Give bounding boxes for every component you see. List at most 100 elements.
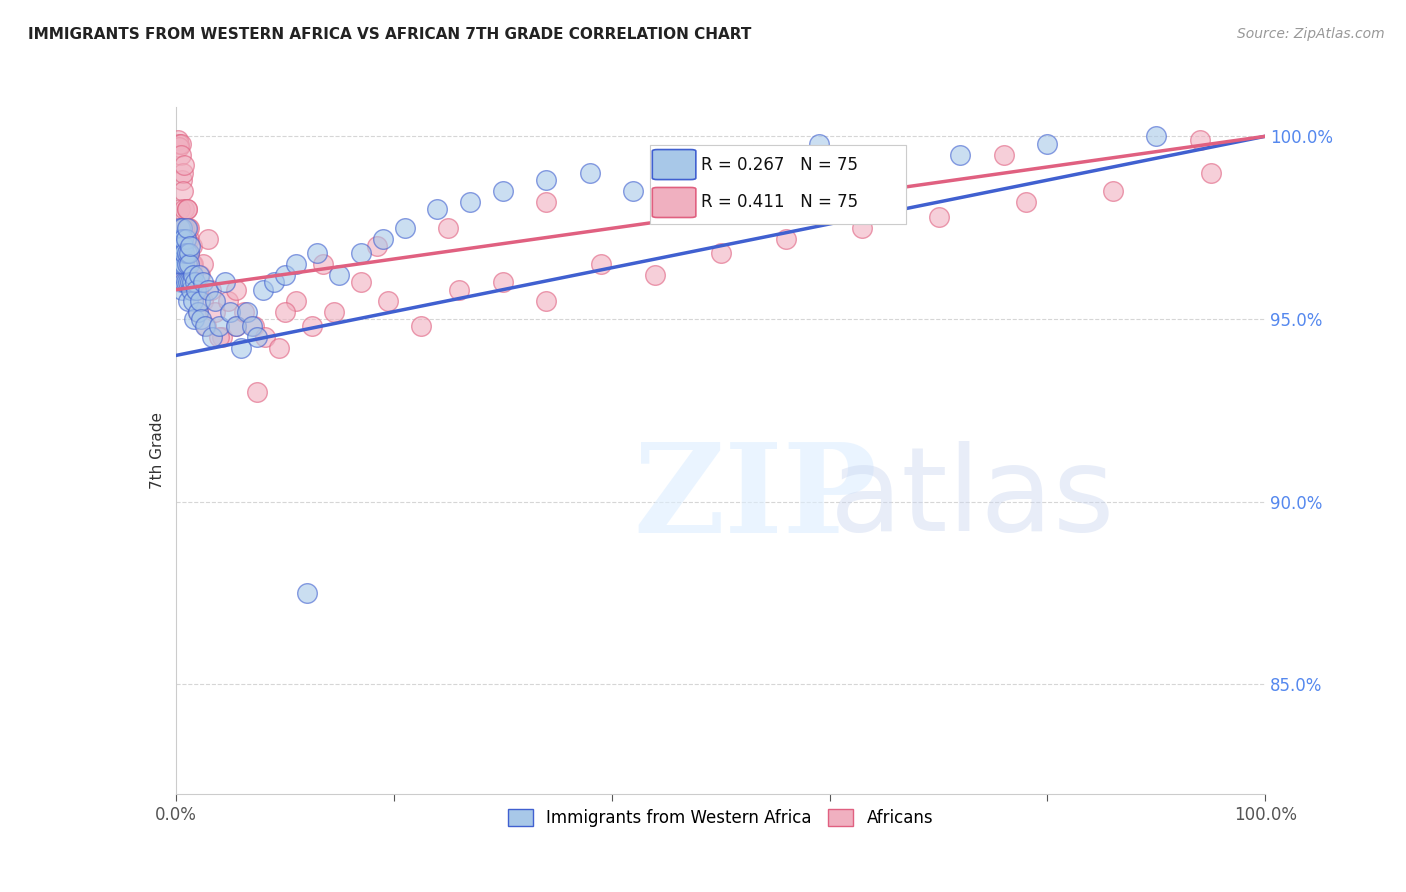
- Text: R = 0.411   N = 75: R = 0.411 N = 75: [702, 194, 858, 211]
- Point: [534, 293, 557, 308]
- Point: [176, 257, 198, 271]
- Point: [172, 246, 194, 260]
- Point: [167, 136, 190, 151]
- Point: [366, 239, 388, 253]
- Point: [186, 304, 209, 318]
- Point: [186, 304, 209, 318]
- Point: [180, 268, 202, 282]
- Point: [231, 341, 253, 355]
- Point: [295, 586, 318, 600]
- Point: [169, 239, 191, 253]
- Point: [170, 231, 193, 245]
- Point: [254, 330, 277, 344]
- Point: [172, 220, 194, 235]
- Point: [240, 319, 263, 334]
- Point: [181, 239, 204, 253]
- Point: [177, 293, 200, 308]
- Point: [194, 319, 217, 334]
- Point: [263, 276, 285, 290]
- Point: [184, 276, 207, 290]
- Point: [170, 276, 193, 290]
- Point: [328, 268, 350, 282]
- Point: [179, 276, 201, 290]
- Point: [176, 231, 198, 245]
- Point: [191, 276, 214, 290]
- Point: [173, 202, 195, 217]
- Text: ZIP: ZIP: [633, 438, 877, 559]
- Point: [492, 184, 515, 198]
- Point: [301, 319, 323, 334]
- Point: [184, 283, 207, 297]
- Point: [204, 293, 226, 308]
- Point: [179, 239, 201, 253]
- Point: [214, 276, 236, 290]
- Point: [426, 202, 449, 217]
- Point: [172, 283, 194, 297]
- Point: [190, 312, 212, 326]
- Point: [208, 319, 231, 334]
- Point: [243, 319, 266, 334]
- Point: [181, 276, 204, 290]
- Point: [167, 140, 190, 154]
- Point: [1015, 194, 1038, 209]
- Point: [225, 283, 247, 297]
- Point: [181, 293, 204, 308]
- Point: [195, 319, 218, 334]
- Point: [173, 276, 195, 290]
- Point: [284, 293, 307, 308]
- Point: [172, 276, 194, 290]
- Point: [173, 159, 195, 173]
- Point: [534, 194, 557, 209]
- Point: [172, 239, 194, 253]
- Point: [1189, 133, 1212, 147]
- Point: [394, 220, 416, 235]
- Point: [172, 257, 194, 271]
- Point: [274, 268, 297, 282]
- Point: [179, 257, 201, 271]
- Point: [170, 147, 193, 161]
- Point: [621, 184, 644, 198]
- Point: [188, 268, 211, 282]
- Text: Source: ZipAtlas.com: Source: ZipAtlas.com: [1237, 27, 1385, 41]
- Point: [169, 202, 191, 217]
- Point: [187, 268, 209, 282]
- Point: [928, 210, 950, 224]
- Point: [437, 220, 460, 235]
- Point: [174, 276, 197, 290]
- Point: [589, 257, 612, 271]
- Point: [177, 220, 200, 235]
- Point: [174, 231, 197, 245]
- Point: [177, 246, 200, 260]
- Text: IMMIGRANTS FROM WESTERN AFRICA VS AFRICAN 7TH GRADE CORRELATION CHART: IMMIGRANTS FROM WESTERN AFRICA VS AFRICA…: [28, 27, 751, 42]
- Point: [181, 268, 204, 282]
- Point: [170, 136, 193, 151]
- Point: [377, 293, 399, 308]
- Point: [284, 257, 307, 271]
- Point: [579, 166, 602, 180]
- Point: [371, 231, 394, 245]
- Point: [176, 220, 198, 235]
- Point: [807, 136, 830, 151]
- Point: [200, 283, 222, 297]
- Point: [492, 276, 515, 290]
- Point: [644, 268, 666, 282]
- Point: [173, 246, 195, 260]
- Point: [710, 246, 733, 260]
- Point: [167, 246, 190, 260]
- Point: [775, 231, 797, 245]
- Point: [225, 319, 247, 334]
- Point: [993, 147, 1015, 161]
- Point: [197, 283, 219, 297]
- Point: [307, 246, 329, 260]
- Text: R = 0.267   N = 75: R = 0.267 N = 75: [702, 155, 858, 174]
- Point: [177, 246, 200, 260]
- Point: [172, 220, 194, 235]
- Point: [167, 231, 190, 245]
- Point: [409, 319, 432, 334]
- Point: [1102, 184, 1125, 198]
- Point: [176, 246, 198, 260]
- Point: [172, 166, 194, 180]
- Point: [1144, 129, 1167, 144]
- Point: [233, 304, 256, 318]
- Point: [186, 283, 208, 297]
